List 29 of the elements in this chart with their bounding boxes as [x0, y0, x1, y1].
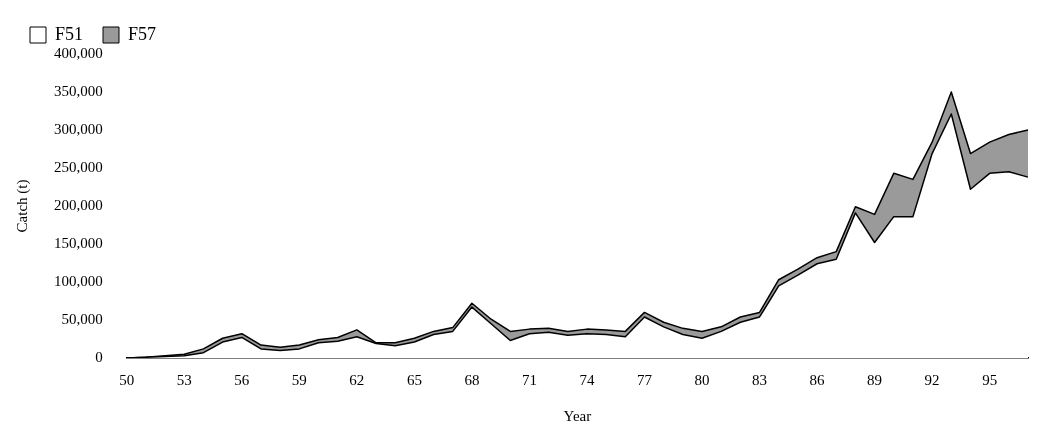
y-axis-title: Catch (t) — [13, 179, 31, 233]
x-axis-title: Year — [563, 407, 592, 424]
y-tick-label: 50,000 — [61, 310, 103, 327]
x-tick-label: 92 — [924, 371, 940, 388]
y-tick-label: 100,000 — [54, 272, 103, 289]
y-tick-label: 0 — [95, 348, 103, 365]
x-tick-label: 86 — [809, 371, 826, 388]
x-tick-label: 50 — [119, 371, 135, 388]
x-tick-label: 53 — [176, 371, 192, 388]
y-tick-label: 150,000 — [54, 234, 103, 251]
x-tick-label: 71 — [521, 371, 537, 388]
x-tick-label: 59 — [291, 371, 307, 388]
y-tick-label: 400,000 — [54, 44, 103, 61]
x-tick-label: 77 — [636, 371, 653, 388]
legend-label: F57 — [128, 23, 157, 44]
legend-label: F51 — [55, 23, 84, 44]
x-tick-label: 62 — [349, 371, 365, 388]
x-tick-label: 95 — [982, 371, 998, 388]
x-tick-label: 83 — [752, 371, 768, 388]
x-tick-label: 74 — [579, 371, 595, 388]
x-tick-label: 80 — [694, 371, 710, 388]
x-tick-label: 68 — [464, 371, 480, 388]
y-tick-label: 200,000 — [54, 196, 103, 213]
x-tick-label: 56 — [234, 371, 250, 388]
x-tick-label: 65 — [406, 371, 422, 388]
x-tick-label: 89 — [867, 371, 883, 388]
y-tick-label: 250,000 — [54, 158, 103, 175]
y-tick-label: 300,000 — [54, 120, 103, 137]
y-tick-label: 350,000 — [54, 82, 103, 99]
